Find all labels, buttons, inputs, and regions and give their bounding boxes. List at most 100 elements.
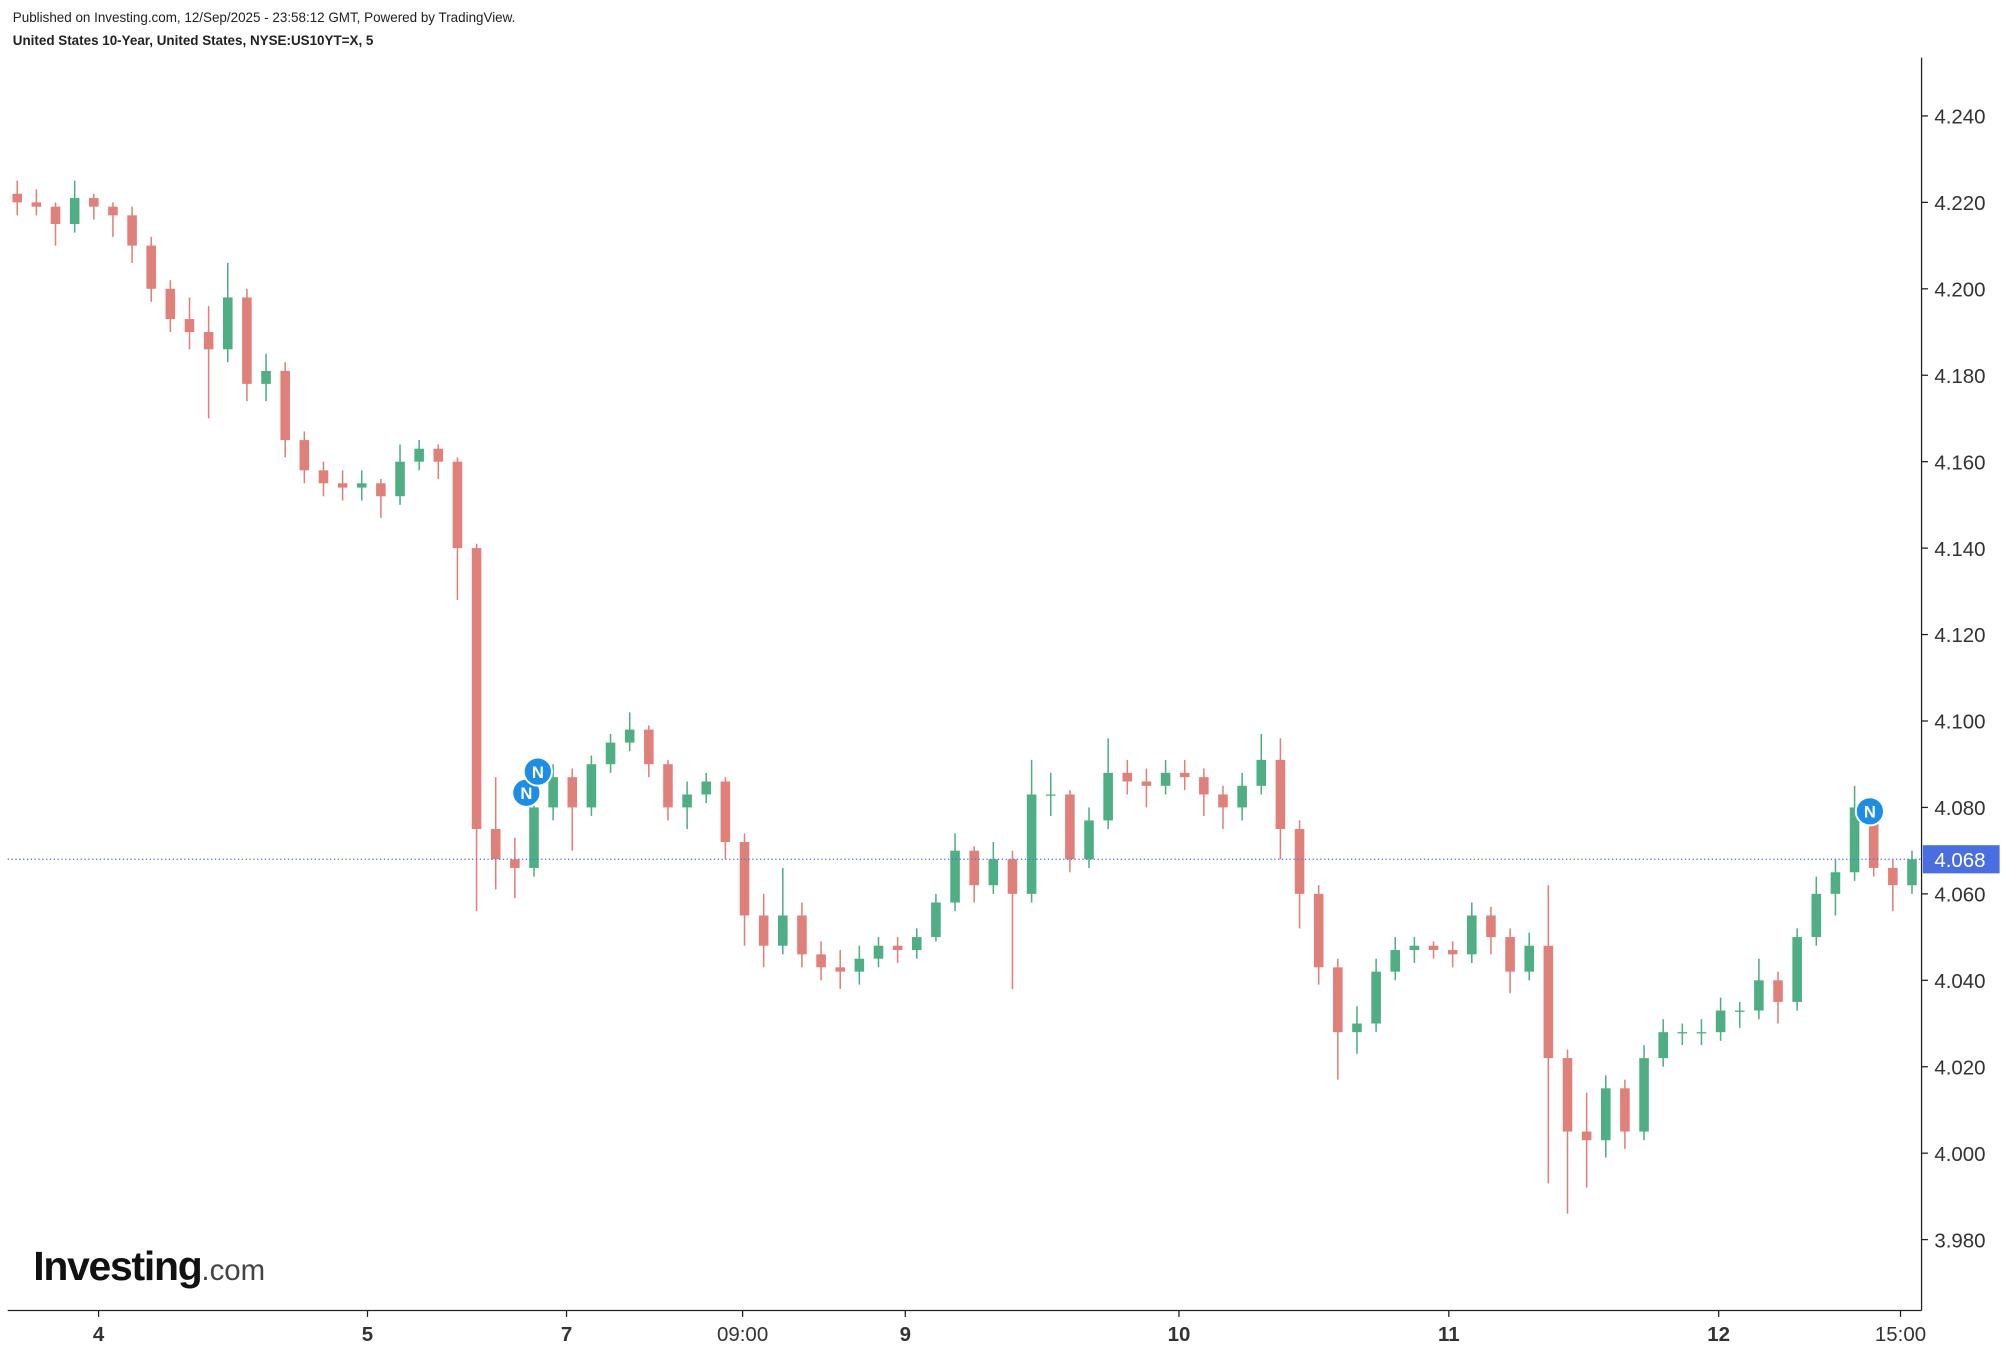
candle-body	[1275, 759, 1286, 830]
candle-body	[280, 370, 290, 441]
candle-body	[1677, 1032, 1688, 1034]
candle-body	[586, 764, 597, 808]
candle-body	[969, 850, 979, 886]
candle-body	[663, 764, 673, 808]
candle-body	[720, 781, 731, 843]
y-tick-label: 4.220	[1934, 192, 1985, 215]
candle-body	[1715, 1010, 1726, 1033]
candle-body	[1026, 794, 1037, 894]
last-price-label: 4.068	[1934, 849, 1985, 872]
y-tick-label: 4.080	[1934, 797, 1985, 820]
candle-body	[873, 945, 884, 959]
candle-body	[931, 902, 941, 938]
y-tick-label: 4.160	[1934, 451, 1985, 474]
candle-body	[567, 777, 578, 808]
candle-body	[146, 245, 157, 289]
candle-body	[1486, 915, 1496, 938]
candle-body	[1409, 945, 1420, 951]
candles	[12, 180, 1917, 1214]
x-tick-label: 9	[900, 1323, 911, 1346]
x-tick-label: 5	[362, 1323, 373, 1346]
candle-body	[1600, 1088, 1611, 1141]
candle-body	[1696, 1032, 1707, 1034]
candle-body	[1313, 893, 1324, 968]
logo: Investing.com	[33, 1243, 265, 1289]
candle-body	[1352, 1023, 1362, 1033]
candle-body	[1045, 794, 1056, 796]
candle-body	[1543, 945, 1554, 1059]
candle-body	[1505, 937, 1515, 972]
candle-body	[108, 206, 118, 216]
candle-body	[644, 729, 654, 765]
candle-body	[1524, 945, 1535, 972]
candle-body	[12, 193, 23, 203]
candle-body	[911, 937, 922, 951]
candle-body	[1237, 785, 1247, 808]
candle-body	[1639, 1058, 1649, 1132]
candle-body	[471, 548, 482, 830]
y-tick-label: 4.040	[1934, 970, 1985, 993]
candle-body	[778, 915, 788, 946]
candle-body	[1562, 1058, 1573, 1132]
x-tick-label: 4	[93, 1323, 105, 1346]
logo-suffix: .com	[201, 1254, 265, 1287]
candle-body	[490, 829, 501, 860]
candle-body	[1199, 777, 1209, 795]
x-tick-label: 10	[1168, 1323, 1191, 1346]
x-tick-label: 09:00	[717, 1323, 768, 1346]
candle-body	[1122, 772, 1133, 782]
news-marker	[1854, 796, 1885, 827]
candle-body	[624, 729, 635, 743]
candle-body	[1007, 859, 1018, 894]
candle-body	[31, 202, 42, 207]
y-tick-label: 4.200	[1934, 278, 1985, 301]
candle-body	[1160, 772, 1171, 786]
candle-body	[1065, 794, 1075, 860]
candle-body	[165, 288, 176, 320]
candle-body	[816, 954, 826, 968]
candle-body	[299, 440, 310, 471]
y-tick-label: 4.140	[1934, 538, 1985, 561]
y-tick-label: 4.240	[1934, 106, 1985, 129]
candle-body	[1888, 867, 1898, 886]
candle-body	[318, 470, 329, 484]
candle-body	[701, 781, 712, 795]
candle-body	[356, 483, 367, 488]
x-tick-label: 15:00	[1875, 1323, 1926, 1346]
candle-body	[605, 742, 616, 765]
candle-body	[1849, 807, 1860, 873]
candle-body	[242, 297, 252, 384]
candle-body	[1294, 829, 1305, 894]
y-tick-label: 4.060	[1934, 884, 1985, 907]
candle-body	[395, 461, 405, 497]
candle-body	[835, 967, 846, 972]
last-price-box	[1922, 845, 2000, 874]
candle-body	[89, 198, 99, 207]
candle-body	[1907, 859, 1917, 886]
x-tick-label: 11	[1438, 1323, 1460, 1346]
candle-body	[452, 461, 463, 549]
y-tick-label: 4.100	[1934, 711, 1985, 734]
candle-body	[758, 915, 769, 946]
candle-body	[1792, 937, 1802, 1002]
candle-body	[337, 483, 348, 488]
candle-body	[1658, 1032, 1668, 1059]
candle-body	[376, 483, 386, 497]
candle-body	[1830, 872, 1841, 894]
candle-body	[892, 945, 903, 951]
candle-body	[1754, 980, 1764, 1011]
candle-body	[529, 807, 539, 868]
news-marker-label: N	[520, 784, 532, 803]
candle-body	[988, 859, 999, 886]
y-tick-label: 4.180	[1934, 365, 1985, 388]
candle-body	[414, 448, 424, 462]
news-marker-label: N	[532, 763, 544, 782]
candle-body	[1390, 950, 1401, 972]
candle-body	[739, 842, 750, 916]
candle-body	[950, 850, 960, 903]
x-tick-label: 7	[561, 1323, 572, 1346]
candle-body	[854, 958, 865, 972]
candle-body	[433, 448, 444, 462]
